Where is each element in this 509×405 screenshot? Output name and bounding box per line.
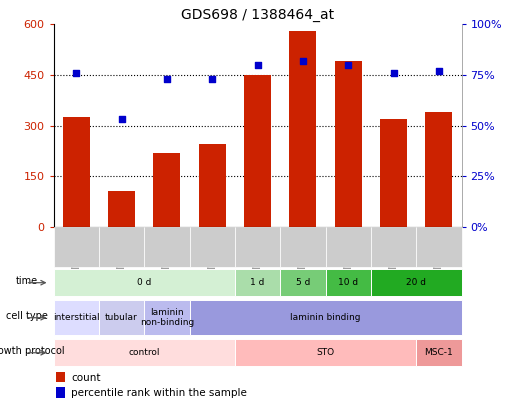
Bar bbox=[189, 300, 461, 335]
Bar bbox=[334, 62, 361, 227]
Text: growth protocol: growth protocol bbox=[0, 346, 65, 356]
Point bbox=[389, 70, 397, 76]
Text: tubular: tubular bbox=[105, 313, 137, 322]
Point bbox=[208, 76, 216, 82]
Point bbox=[434, 68, 442, 74]
Bar bbox=[415, 339, 461, 366]
Bar bbox=[108, 192, 135, 227]
Text: 10 d: 10 d bbox=[337, 278, 358, 287]
Bar bbox=[53, 300, 99, 335]
Bar bbox=[243, 75, 271, 227]
Bar bbox=[56, 372, 65, 382]
Text: 1 d: 1 d bbox=[250, 278, 264, 287]
Point bbox=[72, 70, 80, 76]
Bar bbox=[99, 227, 144, 267]
Bar bbox=[53, 339, 235, 366]
Bar bbox=[235, 269, 279, 296]
Text: cell type: cell type bbox=[6, 311, 48, 321]
Text: 20 d: 20 d bbox=[406, 278, 426, 287]
Bar bbox=[53, 227, 99, 267]
Point bbox=[162, 76, 171, 82]
Text: laminin binding: laminin binding bbox=[290, 313, 360, 322]
Text: percentile rank within the sample: percentile rank within the sample bbox=[71, 388, 247, 399]
Point bbox=[298, 58, 306, 64]
Text: control: control bbox=[128, 348, 160, 357]
Bar bbox=[325, 227, 370, 267]
Bar bbox=[379, 119, 406, 227]
Text: 5 d: 5 d bbox=[295, 278, 309, 287]
Bar bbox=[235, 339, 415, 366]
Text: STO: STO bbox=[316, 348, 334, 357]
Text: 0 d: 0 d bbox=[137, 278, 151, 287]
Bar bbox=[53, 269, 235, 296]
Text: laminin
non-binding: laminin non-binding bbox=[139, 308, 193, 327]
Bar bbox=[153, 153, 180, 227]
Text: MSC-1: MSC-1 bbox=[423, 348, 453, 357]
Bar bbox=[279, 269, 325, 296]
Bar bbox=[325, 269, 370, 296]
Bar bbox=[189, 227, 235, 267]
Point bbox=[117, 116, 125, 123]
Bar bbox=[56, 388, 65, 398]
Text: interstitial: interstitial bbox=[53, 313, 99, 322]
Bar bbox=[415, 227, 461, 267]
Bar bbox=[235, 227, 279, 267]
Bar bbox=[99, 300, 144, 335]
Text: time: time bbox=[16, 276, 38, 286]
Point bbox=[253, 62, 261, 68]
Point bbox=[344, 62, 352, 68]
Bar bbox=[144, 300, 189, 335]
Bar bbox=[279, 227, 325, 267]
Title: GDS698 / 1388464_at: GDS698 / 1388464_at bbox=[181, 8, 333, 22]
Text: count: count bbox=[71, 373, 101, 383]
Bar bbox=[425, 112, 451, 227]
Bar bbox=[370, 269, 461, 296]
Bar bbox=[63, 117, 90, 227]
Bar bbox=[198, 144, 225, 227]
Bar bbox=[370, 227, 415, 267]
Bar bbox=[144, 227, 189, 267]
Bar bbox=[289, 31, 316, 227]
